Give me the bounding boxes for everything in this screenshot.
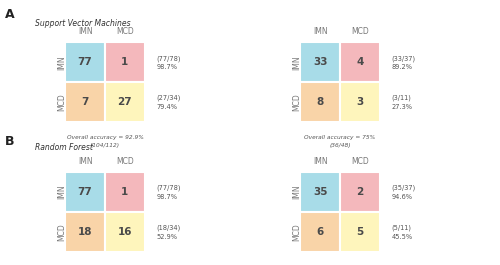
Text: MCD: MCD <box>292 93 301 111</box>
Text: (33/37): (33/37) <box>392 55 415 61</box>
Text: 27: 27 <box>118 97 132 107</box>
Text: (27/34): (27/34) <box>156 95 180 101</box>
Text: IMN: IMN <box>292 185 301 200</box>
Text: IMN: IMN <box>57 185 66 200</box>
FancyBboxPatch shape <box>300 82 340 122</box>
FancyBboxPatch shape <box>340 42 380 82</box>
Text: Overall accuracy = 92.9%: Overall accuracy = 92.9% <box>66 135 144 140</box>
Text: (3/11): (3/11) <box>392 95 411 101</box>
Text: A: A <box>5 8 15 21</box>
FancyBboxPatch shape <box>300 172 340 212</box>
FancyBboxPatch shape <box>105 172 145 212</box>
FancyBboxPatch shape <box>105 82 145 122</box>
Text: MCD: MCD <box>116 157 134 166</box>
Text: 6: 6 <box>316 227 324 237</box>
Text: Random Forest: Random Forest <box>35 143 93 152</box>
Text: (35/37): (35/37) <box>392 185 415 191</box>
Text: (36/48): (36/48) <box>329 143 351 148</box>
Text: MCD: MCD <box>292 223 301 241</box>
Text: B: B <box>5 135 15 148</box>
Text: 89.2%: 89.2% <box>392 64 412 70</box>
Text: 98.7%: 98.7% <box>156 64 178 70</box>
FancyBboxPatch shape <box>65 172 105 212</box>
Text: IMN: IMN <box>313 157 328 166</box>
Text: (104/112): (104/112) <box>90 143 120 148</box>
Text: 5: 5 <box>356 227 364 237</box>
Text: 4: 4 <box>356 57 364 67</box>
Text: 77: 77 <box>78 57 92 67</box>
Text: 45.5%: 45.5% <box>392 234 412 240</box>
FancyBboxPatch shape <box>105 212 145 252</box>
FancyBboxPatch shape <box>340 82 380 122</box>
Text: 2: 2 <box>356 187 364 197</box>
Text: 1: 1 <box>121 57 128 67</box>
Text: MCD: MCD <box>57 93 66 111</box>
Text: 94.6%: 94.6% <box>392 194 412 200</box>
Text: IMN: IMN <box>78 28 92 36</box>
Text: (5/11): (5/11) <box>392 225 411 231</box>
FancyBboxPatch shape <box>300 212 340 252</box>
Text: 7: 7 <box>82 97 89 107</box>
Text: IMN: IMN <box>57 55 66 70</box>
FancyBboxPatch shape <box>65 82 105 122</box>
Text: 18: 18 <box>78 227 92 237</box>
Text: 27.3%: 27.3% <box>392 104 412 110</box>
Text: 77: 77 <box>78 187 92 197</box>
FancyBboxPatch shape <box>65 212 105 252</box>
Text: 33: 33 <box>313 57 328 67</box>
Text: 35: 35 <box>313 187 328 197</box>
Text: Support Vector Machines: Support Vector Machines <box>35 19 130 28</box>
Text: IMN: IMN <box>78 157 92 166</box>
Text: MCD: MCD <box>351 28 369 36</box>
Text: IMN: IMN <box>313 28 328 36</box>
Text: MCD: MCD <box>351 157 369 166</box>
Text: 98.7%: 98.7% <box>156 194 178 200</box>
Text: (18/34): (18/34) <box>156 225 180 231</box>
Text: 8: 8 <box>316 97 324 107</box>
Text: MCD: MCD <box>57 223 66 241</box>
Text: 1: 1 <box>121 187 128 197</box>
FancyBboxPatch shape <box>340 172 380 212</box>
Text: 16: 16 <box>118 227 132 237</box>
Text: 3: 3 <box>356 97 364 107</box>
Text: IMN: IMN <box>292 55 301 70</box>
Text: Overall accuracy = 75%: Overall accuracy = 75% <box>304 135 376 140</box>
Text: 79.4%: 79.4% <box>156 104 178 110</box>
FancyBboxPatch shape <box>105 42 145 82</box>
Text: (77/78): (77/78) <box>156 55 181 61</box>
FancyBboxPatch shape <box>340 212 380 252</box>
FancyBboxPatch shape <box>300 42 340 82</box>
Text: 52.9%: 52.9% <box>156 234 178 240</box>
Text: (77/78): (77/78) <box>156 185 181 191</box>
Text: MCD: MCD <box>116 28 134 36</box>
FancyBboxPatch shape <box>65 42 105 82</box>
